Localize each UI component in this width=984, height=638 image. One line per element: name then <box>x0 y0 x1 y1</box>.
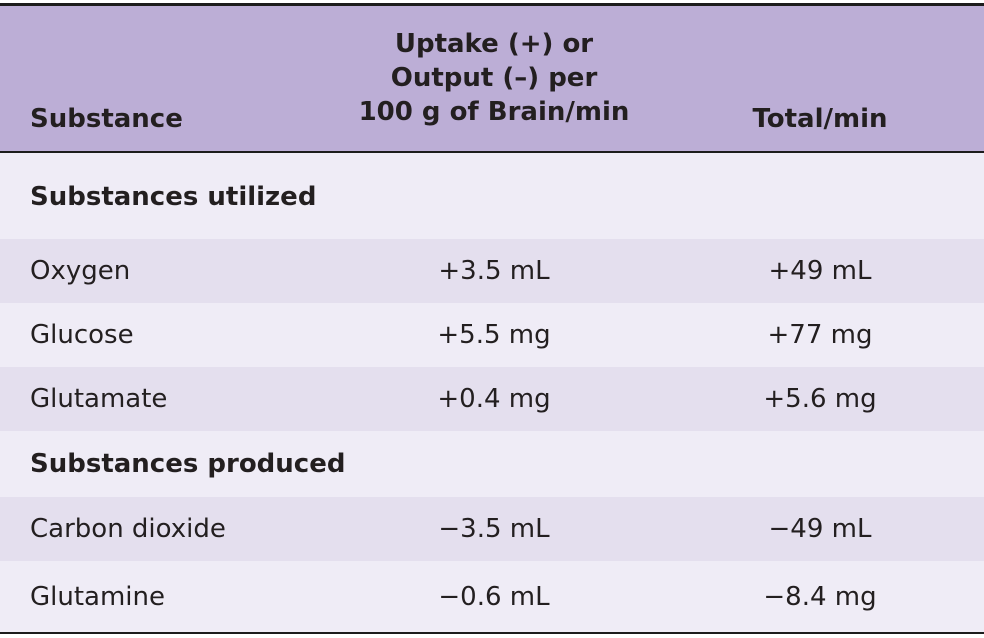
header-bottom-rule <box>0 151 984 153</box>
header-substance: Substance <box>30 104 183 134</box>
per-100g-cell: −3.5 mL <box>438 514 550 544</box>
substance-cell: Oxygen <box>30 256 131 286</box>
section-row-utilized: Substances utilized <box>0 153 984 239</box>
section-label: Substances produced <box>30 449 346 479</box>
header-total: Total/min <box>752 104 888 134</box>
table-row: Oxygen +3.5 mL +49 mL <box>0 239 984 303</box>
substance-cell: Carbon dioxide <box>30 514 226 544</box>
total-cell: −8.4 mg <box>763 581 877 612</box>
table-bottom-rule <box>0 632 984 634</box>
substance-cell: Glucose <box>30 320 134 350</box>
substance-cell: Glutamate <box>30 384 168 414</box>
per-100g-cell: +0.4 mg <box>437 384 551 414</box>
section-row-produced: Substances produced <box>0 431 984 497</box>
header-uptake-line-1: Uptake (+) or <box>394 29 594 59</box>
table-row: Glucose +5.5 mg +77 mg <box>0 303 984 367</box>
section-label: Substances utilized <box>30 182 317 212</box>
total-cell: +49 mL <box>768 256 872 286</box>
total-cell: −49 mL <box>768 514 872 544</box>
per-100g-cell: −0.6 mL <box>438 581 550 612</box>
per-100g-cell: +5.5 mg <box>437 320 551 350</box>
table-row: Glutamate +0.4 mg +5.6 mg <box>0 367 984 431</box>
table-row: Glutamine −0.6 mL −8.4 mg <box>0 561 984 632</box>
header-uptake-line-2: Output (–) per <box>390 63 598 93</box>
total-cell: +77 mg <box>767 320 873 350</box>
table-header: Substance Uptake (+) or Output (–) per 1… <box>0 6 984 151</box>
header-uptake: Uptake (+) or Output (–) per 100 g of Br… <box>313 27 675 129</box>
substance-cell: Glutamine <box>30 581 166 612</box>
total-cell: +5.6 mg <box>763 384 877 414</box>
table-top-rule <box>0 3 984 6</box>
table-row: Carbon dioxide −3.5 mL −49 mL <box>0 497 984 561</box>
per-100g-cell: +3.5 mL <box>438 256 550 286</box>
header-uptake-line-3: 100 g of Brain/min <box>358 97 630 127</box>
